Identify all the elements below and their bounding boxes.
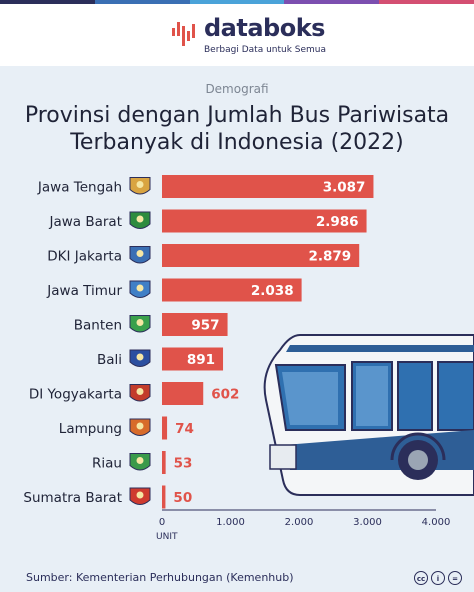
category-label: Jawa Timur	[46, 283, 122, 299]
data-label: 50	[173, 490, 192, 506]
emblem-detail	[136, 215, 144, 223]
data-label: 957	[191, 318, 219, 334]
emblem-detail	[136, 319, 144, 326]
x-tick-label: 4.000	[422, 517, 451, 528]
chart-title: Provinsi dengan Jumlah Bus Pariwisata Te…	[0, 102, 474, 156]
bar	[162, 209, 367, 233]
category-label: Sumatra Barat	[23, 490, 122, 506]
chart-title-line2: Terbanyak di Indonesia (2022)	[70, 130, 404, 155]
data-label: 2.879	[309, 249, 352, 265]
bar	[162, 416, 168, 440]
category-label: DI Yogyakarta	[29, 387, 122, 403]
emblem-detail	[136, 422, 144, 430]
bar	[162, 175, 374, 198]
bar	[162, 278, 302, 302]
source-note: Sumber: Kementerian Perhubungan (Kemenhu…	[26, 571, 294, 584]
brand-tagline: Berbagi Data untuk Semua	[204, 45, 327, 55]
emblem-detail	[136, 457, 144, 464]
emblem-detail	[136, 284, 144, 292]
bar	[162, 244, 360, 267]
equals-icon: =	[448, 571, 462, 585]
category-label: Jawa Tengah	[37, 180, 122, 196]
emblem-detail	[136, 388, 144, 395]
bar	[162, 313, 228, 336]
data-label: 602	[211, 387, 239, 403]
emblem-detail	[136, 250, 144, 257]
category-label: Banten	[74, 318, 122, 334]
by-icon: i	[431, 571, 445, 585]
data-label: 53	[174, 456, 193, 472]
header: databoks Berbagi Data untuk Semua	[0, 4, 474, 66]
data-label: 891	[187, 352, 215, 368]
emblem-detail	[136, 181, 144, 188]
emblem-detail	[136, 491, 144, 499]
x-tick-label: 2.000	[285, 517, 314, 528]
x-tick-label: 1.000	[216, 517, 245, 528]
x-tick-label: 3.000	[353, 517, 382, 528]
brand-name: databoks	[204, 14, 325, 42]
category-label: DKI Jakarta	[47, 249, 122, 265]
category-label: Jawa Barat	[48, 214, 122, 230]
category-label: Lampung	[59, 421, 122, 437]
cc-icon: cc	[414, 571, 428, 585]
category-label: Demografi	[205, 82, 269, 96]
x-tick-label: 0	[159, 517, 165, 528]
bar	[162, 347, 224, 371]
data-label: 2.986	[316, 214, 359, 230]
chart-title-line1: Provinsi dengan Jumlah Bus Pariwisata	[24, 103, 450, 128]
x-axis-label: UNIT	[156, 532, 178, 542]
data-label: 74	[175, 421, 194, 437]
category-label: Bali	[97, 352, 122, 368]
data-label: 2.038	[251, 283, 294, 299]
bar	[162, 382, 204, 405]
bar	[162, 485, 166, 509]
category-label: Riau	[92, 456, 122, 472]
data-label: 3.087	[323, 180, 366, 196]
brand-stripe	[0, 0, 474, 4]
bar	[162, 451, 166, 474]
databoks-logo-icon	[172, 22, 195, 46]
emblem-detail	[136, 353, 144, 361]
bus-illustration-icon	[263, 334, 474, 496]
